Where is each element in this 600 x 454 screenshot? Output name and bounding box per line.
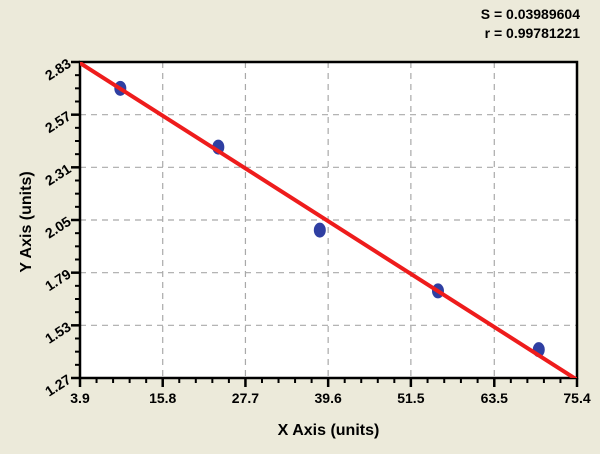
- r-value: r = 0.99781221: [484, 25, 580, 41]
- stats-annotation: S = 0.03989604 r = 0.99781221: [481, 5, 580, 43]
- x-tick-label: 15.8: [149, 390, 176, 406]
- y-tick-label: 1.53: [42, 318, 74, 346]
- x-tick-label: 39.6: [315, 390, 342, 406]
- y-tick-label: 2.31: [42, 160, 74, 188]
- y-tick-label: 2.05: [42, 213, 74, 241]
- data-point: [313, 222, 326, 238]
- x-axis-title: X Axis (units): [277, 422, 380, 439]
- s-value: S = 0.03989604: [480, 6, 580, 22]
- x-tick-label: 63.5: [481, 390, 508, 406]
- x-tick-label: 75.4: [563, 390, 590, 406]
- y-tick-label: 2.57: [42, 108, 74, 136]
- y-axis-title: Y Axis (units): [18, 171, 35, 273]
- x-tick-label: 27.7: [232, 390, 259, 406]
- y-tick-label: 1.79: [42, 266, 74, 294]
- regression-line: [80, 62, 577, 378]
- x-tick-label: 3.9: [70, 390, 90, 406]
- y-tick-label: 2.83: [42, 55, 74, 83]
- plot-frame: [78, 60, 579, 380]
- y-tick-label: 1.27: [42, 371, 74, 399]
- x-tick-label: 51.5: [397, 390, 424, 406]
